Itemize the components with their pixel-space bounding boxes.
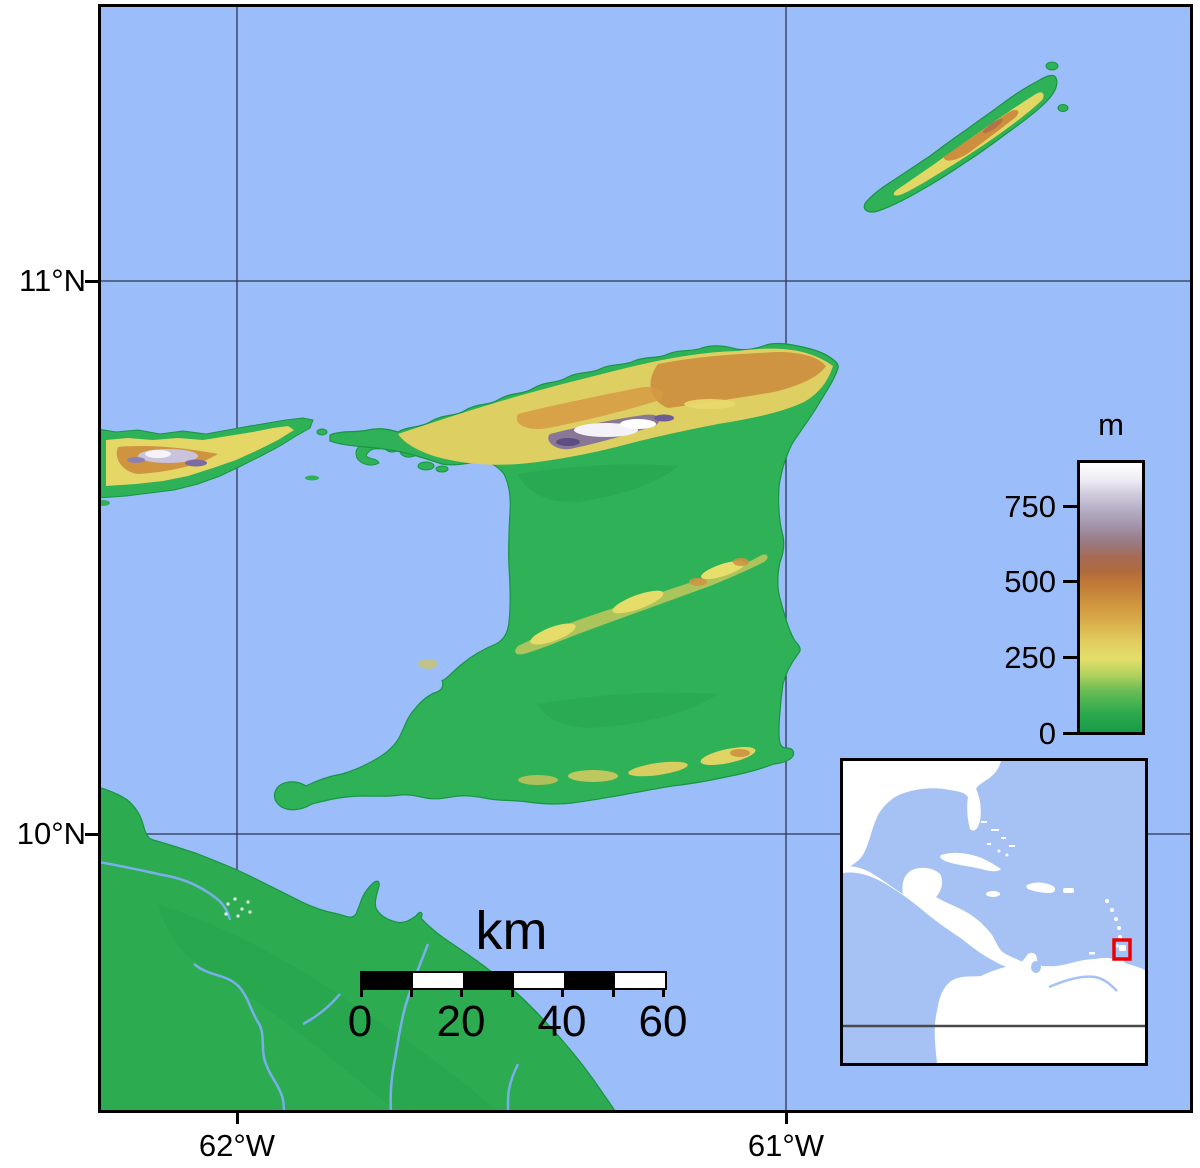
scalebar-tick [662, 988, 665, 997]
scalebar-segment [513, 973, 564, 988]
paria-peninsula [98, 417, 328, 506]
scalebar-tick [410, 988, 413, 997]
lon-tick-62w [236, 1110, 239, 1124]
legend-label-250: 250 [1004, 640, 1056, 675]
inset-orinoco-river [1048, 975, 1118, 992]
scalebar-tick [511, 988, 514, 997]
delta-islets [224, 897, 252, 918]
inset-north-america [843, 761, 1001, 871]
legend-tick-250 [1063, 656, 1077, 659]
legend-label-750: 750 [1004, 489, 1056, 524]
scalebar-segment [564, 973, 615, 988]
inset-south-america [934, 952, 1145, 1063]
legend-unit-label: m [1098, 407, 1124, 442]
inset-puerto-rico [1063, 888, 1074, 893]
inset-cuba [940, 852, 1001, 872]
locator-highlight-box [1112, 938, 1132, 961]
elevation-legend: m 750 500 250 0 [1004, 403, 1200, 751]
inset-jamaica [986, 891, 1000, 897]
inset-landmasses [843, 761, 1145, 1063]
scalebar-label-40: 40 [537, 997, 587, 1046]
scalebar-label-20: 20 [436, 997, 486, 1046]
lat-tick-10n [85, 833, 98, 836]
tobago-island [863, 61, 1069, 213]
scale-bar: km 0 20 40 60 [348, 901, 688, 1046]
inset-map [840, 758, 1148, 1066]
lat-label-10n: 10°N [16, 816, 86, 851]
inset-bahamas [981, 821, 1015, 857]
scalebar-segment [463, 973, 514, 988]
legend-label-0: 0 [1038, 716, 1056, 751]
legend-tick-750 [1063, 505, 1077, 508]
scalebar-segment [362, 973, 413, 988]
lat-tick-11n [85, 280, 98, 283]
tobago-coastline [863, 74, 1058, 213]
lon-label-62w: 62°W [198, 1128, 276, 1163]
lon-label-61w: 61°W [747, 1128, 825, 1163]
inset-central-america [843, 866, 1040, 979]
inset-lake-maracaibo [1031, 961, 1041, 973]
inset-lesser-antilles [1089, 899, 1122, 955]
map-geography [98, 4, 1193, 1113]
scalebar-unit-label: km [475, 901, 548, 961]
scalebar-tick [612, 988, 615, 997]
scalebar-tick [460, 988, 463, 997]
inset-trinidad [1119, 945, 1126, 951]
central-range [418, 554, 768, 669]
inset-geography [843, 761, 1145, 1063]
legend-tick-500 [1063, 580, 1077, 583]
inset-hispaniola [1026, 882, 1056, 893]
lon-tick-61w [785, 1110, 788, 1124]
map-canvas: m 750 500 250 0 km [98, 4, 1193, 1113]
south-america-mainland [98, 786, 617, 1113]
legend-label-500: 500 [1004, 564, 1056, 599]
trinidad-coastline [273, 342, 839, 811]
scalebar-segment [614, 973, 665, 988]
legend-tick-0 [1063, 732, 1077, 735]
northern-range [398, 348, 833, 465]
scalebar-tick [360, 988, 363, 997]
inset-guyana-islets [1079, 1041, 1109, 1053]
trinidad-island [273, 342, 839, 811]
scalebar-segment [412, 973, 463, 988]
scalebar-tick [561, 988, 564, 997]
scalebar-label-60: 60 [638, 997, 688, 1046]
scalebar-label-0: 0 [347, 997, 373, 1046]
elevation-colorbar [1077, 460, 1145, 735]
southern-range [518, 747, 756, 785]
lat-label-11n: 11°N [19, 263, 86, 298]
